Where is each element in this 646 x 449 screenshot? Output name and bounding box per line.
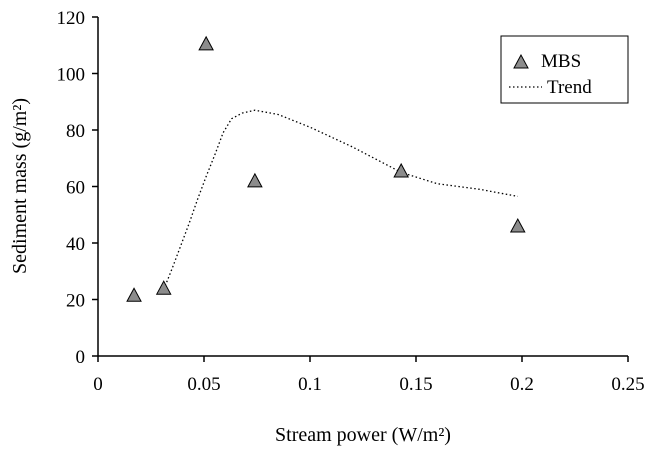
- x-axis-title: Stream power (W/m²): [275, 424, 451, 446]
- mbs-point: [127, 288, 141, 301]
- mbs-point: [157, 281, 171, 294]
- x-tick-label: 0.1: [298, 374, 322, 395]
- y-tick-label: 40: [66, 234, 85, 255]
- x-tick-label: 0: [93, 374, 103, 395]
- mbs-point: [248, 174, 262, 187]
- y-tick-label: 20: [66, 291, 85, 312]
- y-tick-label: 0: [76, 347, 86, 368]
- x-tick-label: 0.25: [611, 374, 644, 395]
- legend-label-trend: Trend: [547, 77, 592, 98]
- x-tick-label: 0.2: [510, 374, 534, 395]
- marker-layer: [127, 37, 525, 301]
- x-tick-label: 0.15: [399, 374, 432, 395]
- trend-layer: [164, 110, 518, 289]
- y-tick-label: 100: [57, 65, 86, 86]
- y-tick-label: 120: [57, 8, 86, 29]
- legend: MBS Trend: [501, 36, 628, 103]
- mbs-point: [511, 219, 525, 232]
- mbs-point: [394, 164, 408, 177]
- mbs-point: [199, 37, 213, 50]
- y-axis-title: Sediment mass (g/m²): [9, 98, 31, 274]
- x-tick-label: 0.05: [187, 374, 220, 395]
- trend-line: [164, 110, 518, 289]
- y-tick-label: 80: [66, 121, 85, 142]
- legend-label-mbs: MBS: [541, 51, 581, 72]
- y-tick-label: 60: [66, 178, 85, 199]
